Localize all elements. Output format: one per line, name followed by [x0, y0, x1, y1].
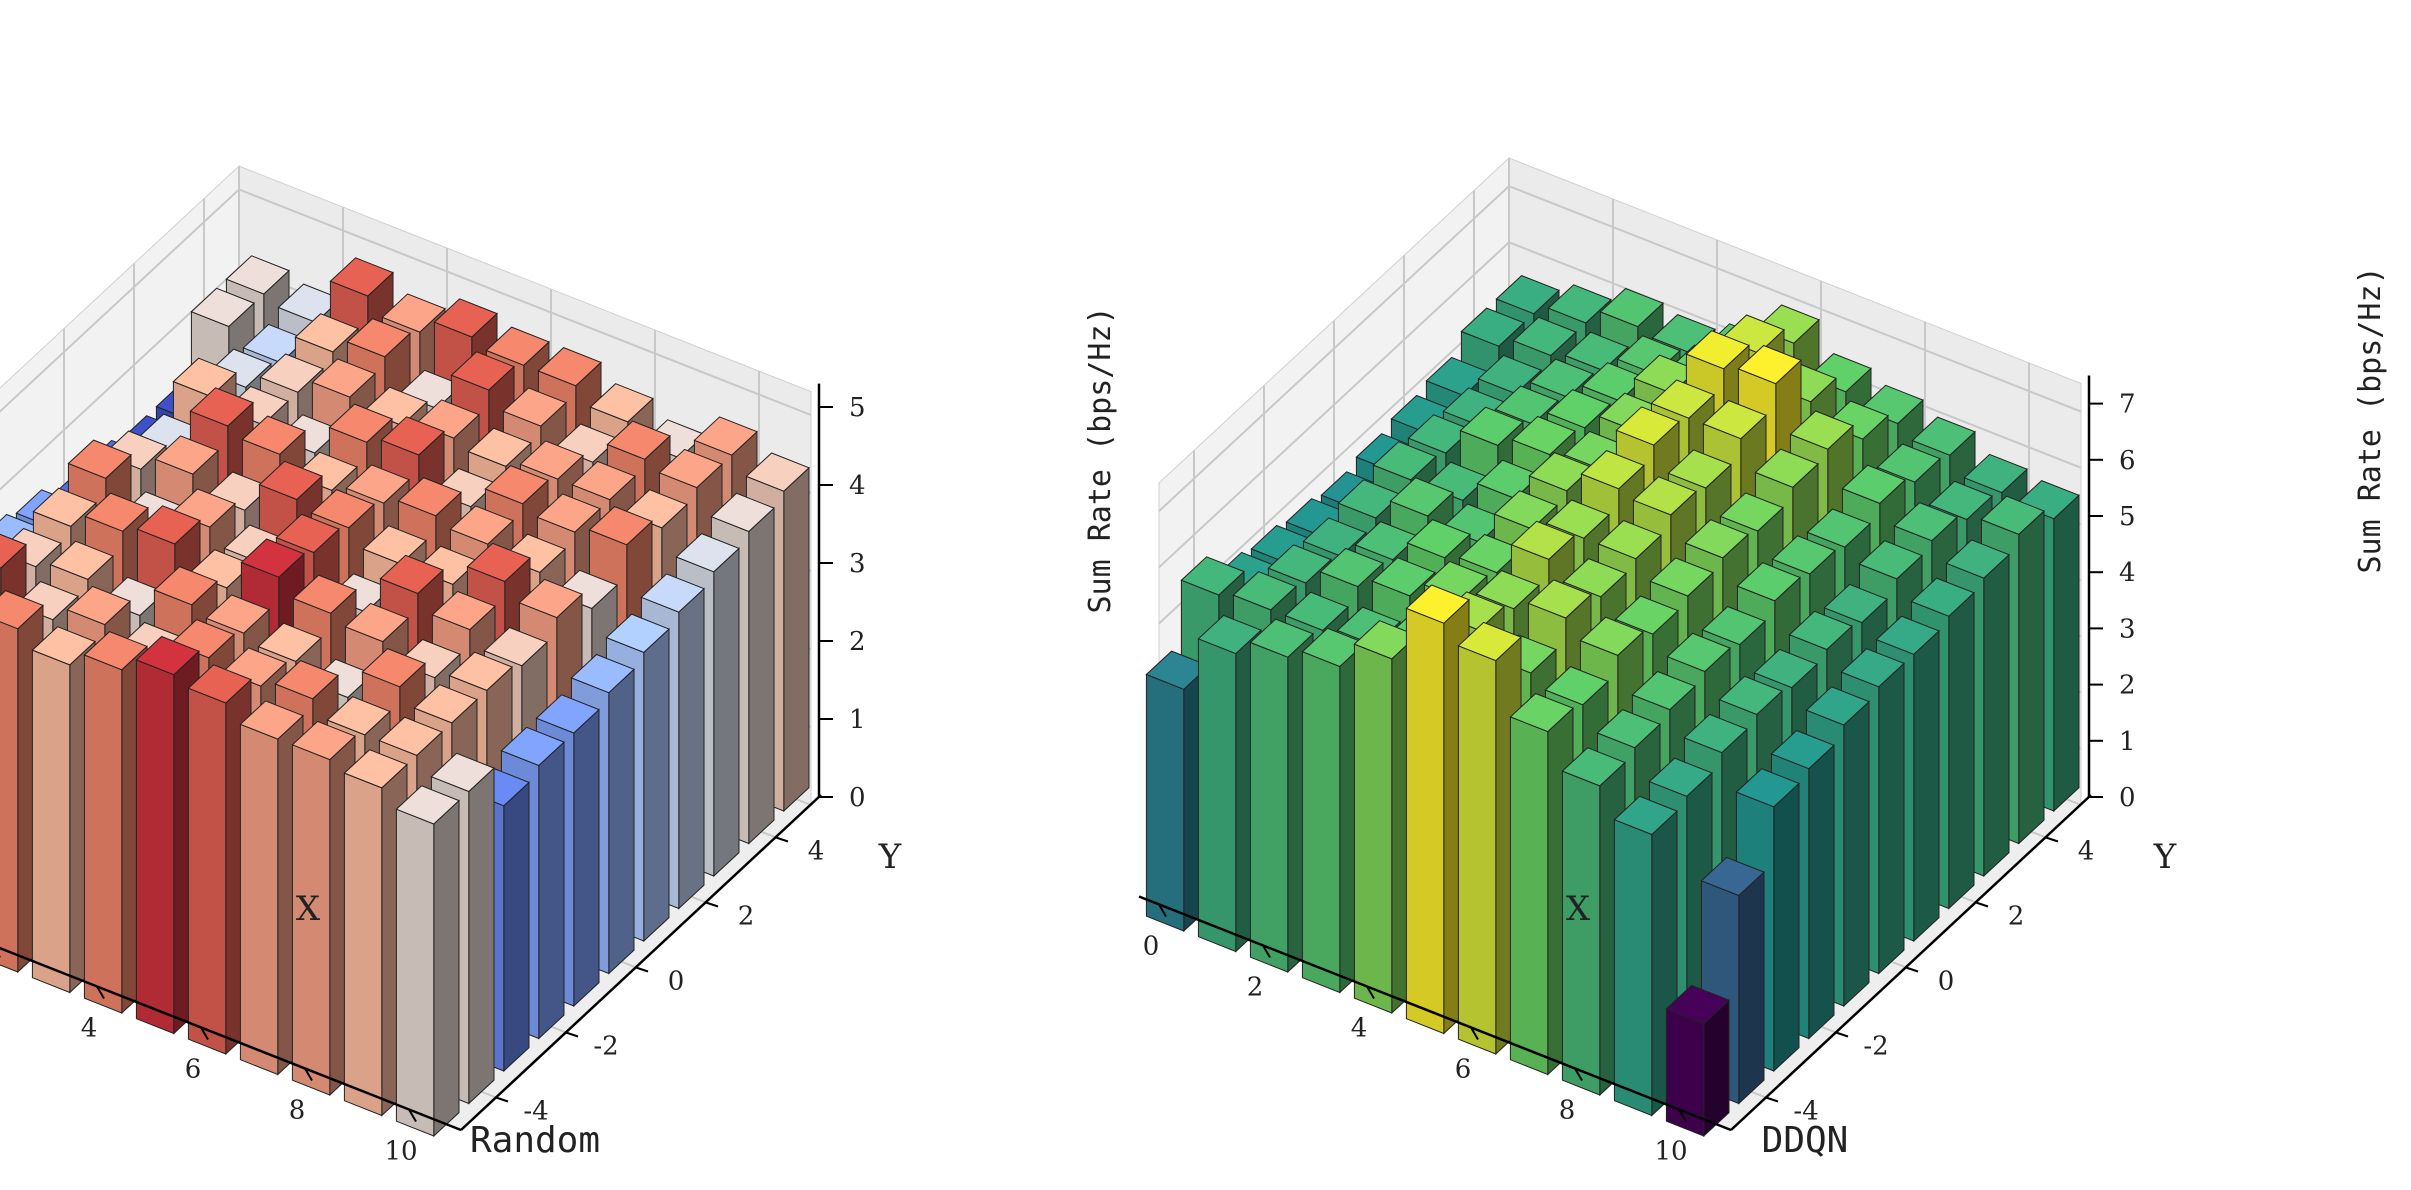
- bars: [1145, 275, 2080, 1138]
- y-tick-label: 4: [2078, 837, 2095, 867]
- caption-ddqn: DDQN: [1761, 1120, 1849, 1161]
- z-axis-label: Sum Rate (bps/Hz): [1083, 306, 1118, 613]
- y-tick-label: 0: [1938, 967, 1955, 997]
- axis-lines: [1138, 375, 2092, 1132]
- z-tick-label: 1: [2119, 727, 2136, 757]
- bar: [395, 785, 460, 1138]
- x-tick-label: 6: [185, 1055, 202, 1085]
- z-tick-label: 5: [2119, 502, 2136, 532]
- x-axis-label: X: [1566, 889, 1591, 929]
- y-axis-label: Y: [878, 837, 902, 877]
- x-axis-label: X: [296, 889, 321, 929]
- x-tick-label: 4: [81, 1014, 98, 1044]
- x-tick-label: 2: [1247, 973, 1264, 1003]
- z-tick-label: 2: [849, 627, 866, 657]
- z-tick-label: 3: [849, 549, 866, 579]
- y-tick-label: -2: [593, 1032, 618, 1062]
- z-tick-label: 0: [849, 783, 866, 813]
- bar: [1665, 984, 1730, 1138]
- x-tick-label: 8: [1559, 1096, 1576, 1126]
- y-tick-label: 0: [668, 967, 685, 997]
- z-tick-label: 4: [849, 471, 866, 501]
- y-tick-label: -2: [1863, 1032, 1888, 1062]
- x-tick-label: 10: [384, 1137, 417, 1167]
- bars: [0, 255, 810, 1138]
- z-axis-label: Sum Rate (bps/Hz): [2353, 266, 2388, 573]
- y-axis-label: Y: [2153, 837, 2177, 877]
- z-tick-label: 6: [2119, 446, 2136, 476]
- x-tick-label: 8: [289, 1096, 306, 1126]
- z-tick-label: 7: [2119, 390, 2136, 420]
- z-tick-label: 2: [2119, 671, 2136, 701]
- y-tick-label: -4: [523, 1097, 548, 1127]
- z-tick-label: 4: [2119, 558, 2136, 588]
- z-tick-label: 5: [849, 393, 866, 423]
- axis-lines: [0, 383, 822, 1132]
- z-tick-label: 1: [849, 705, 866, 735]
- x-tick-label: 0: [1143, 932, 1160, 962]
- y-tick-label: 2: [738, 902, 755, 932]
- x-tick-label: 10: [1654, 1137, 1687, 1167]
- z-tick-label: 0: [2119, 783, 2136, 813]
- x-tick-label: 4: [1351, 1014, 1368, 1044]
- y-tick-label: -4: [1793, 1097, 1818, 1127]
- x-tick-label: 6: [1455, 1055, 1472, 1085]
- y-tick-label: 4: [808, 837, 825, 867]
- y-tick-label: 2: [2008, 902, 2025, 932]
- z-tick-label: 3: [2119, 614, 2136, 644]
- caption-random: Random: [469, 1120, 601, 1161]
